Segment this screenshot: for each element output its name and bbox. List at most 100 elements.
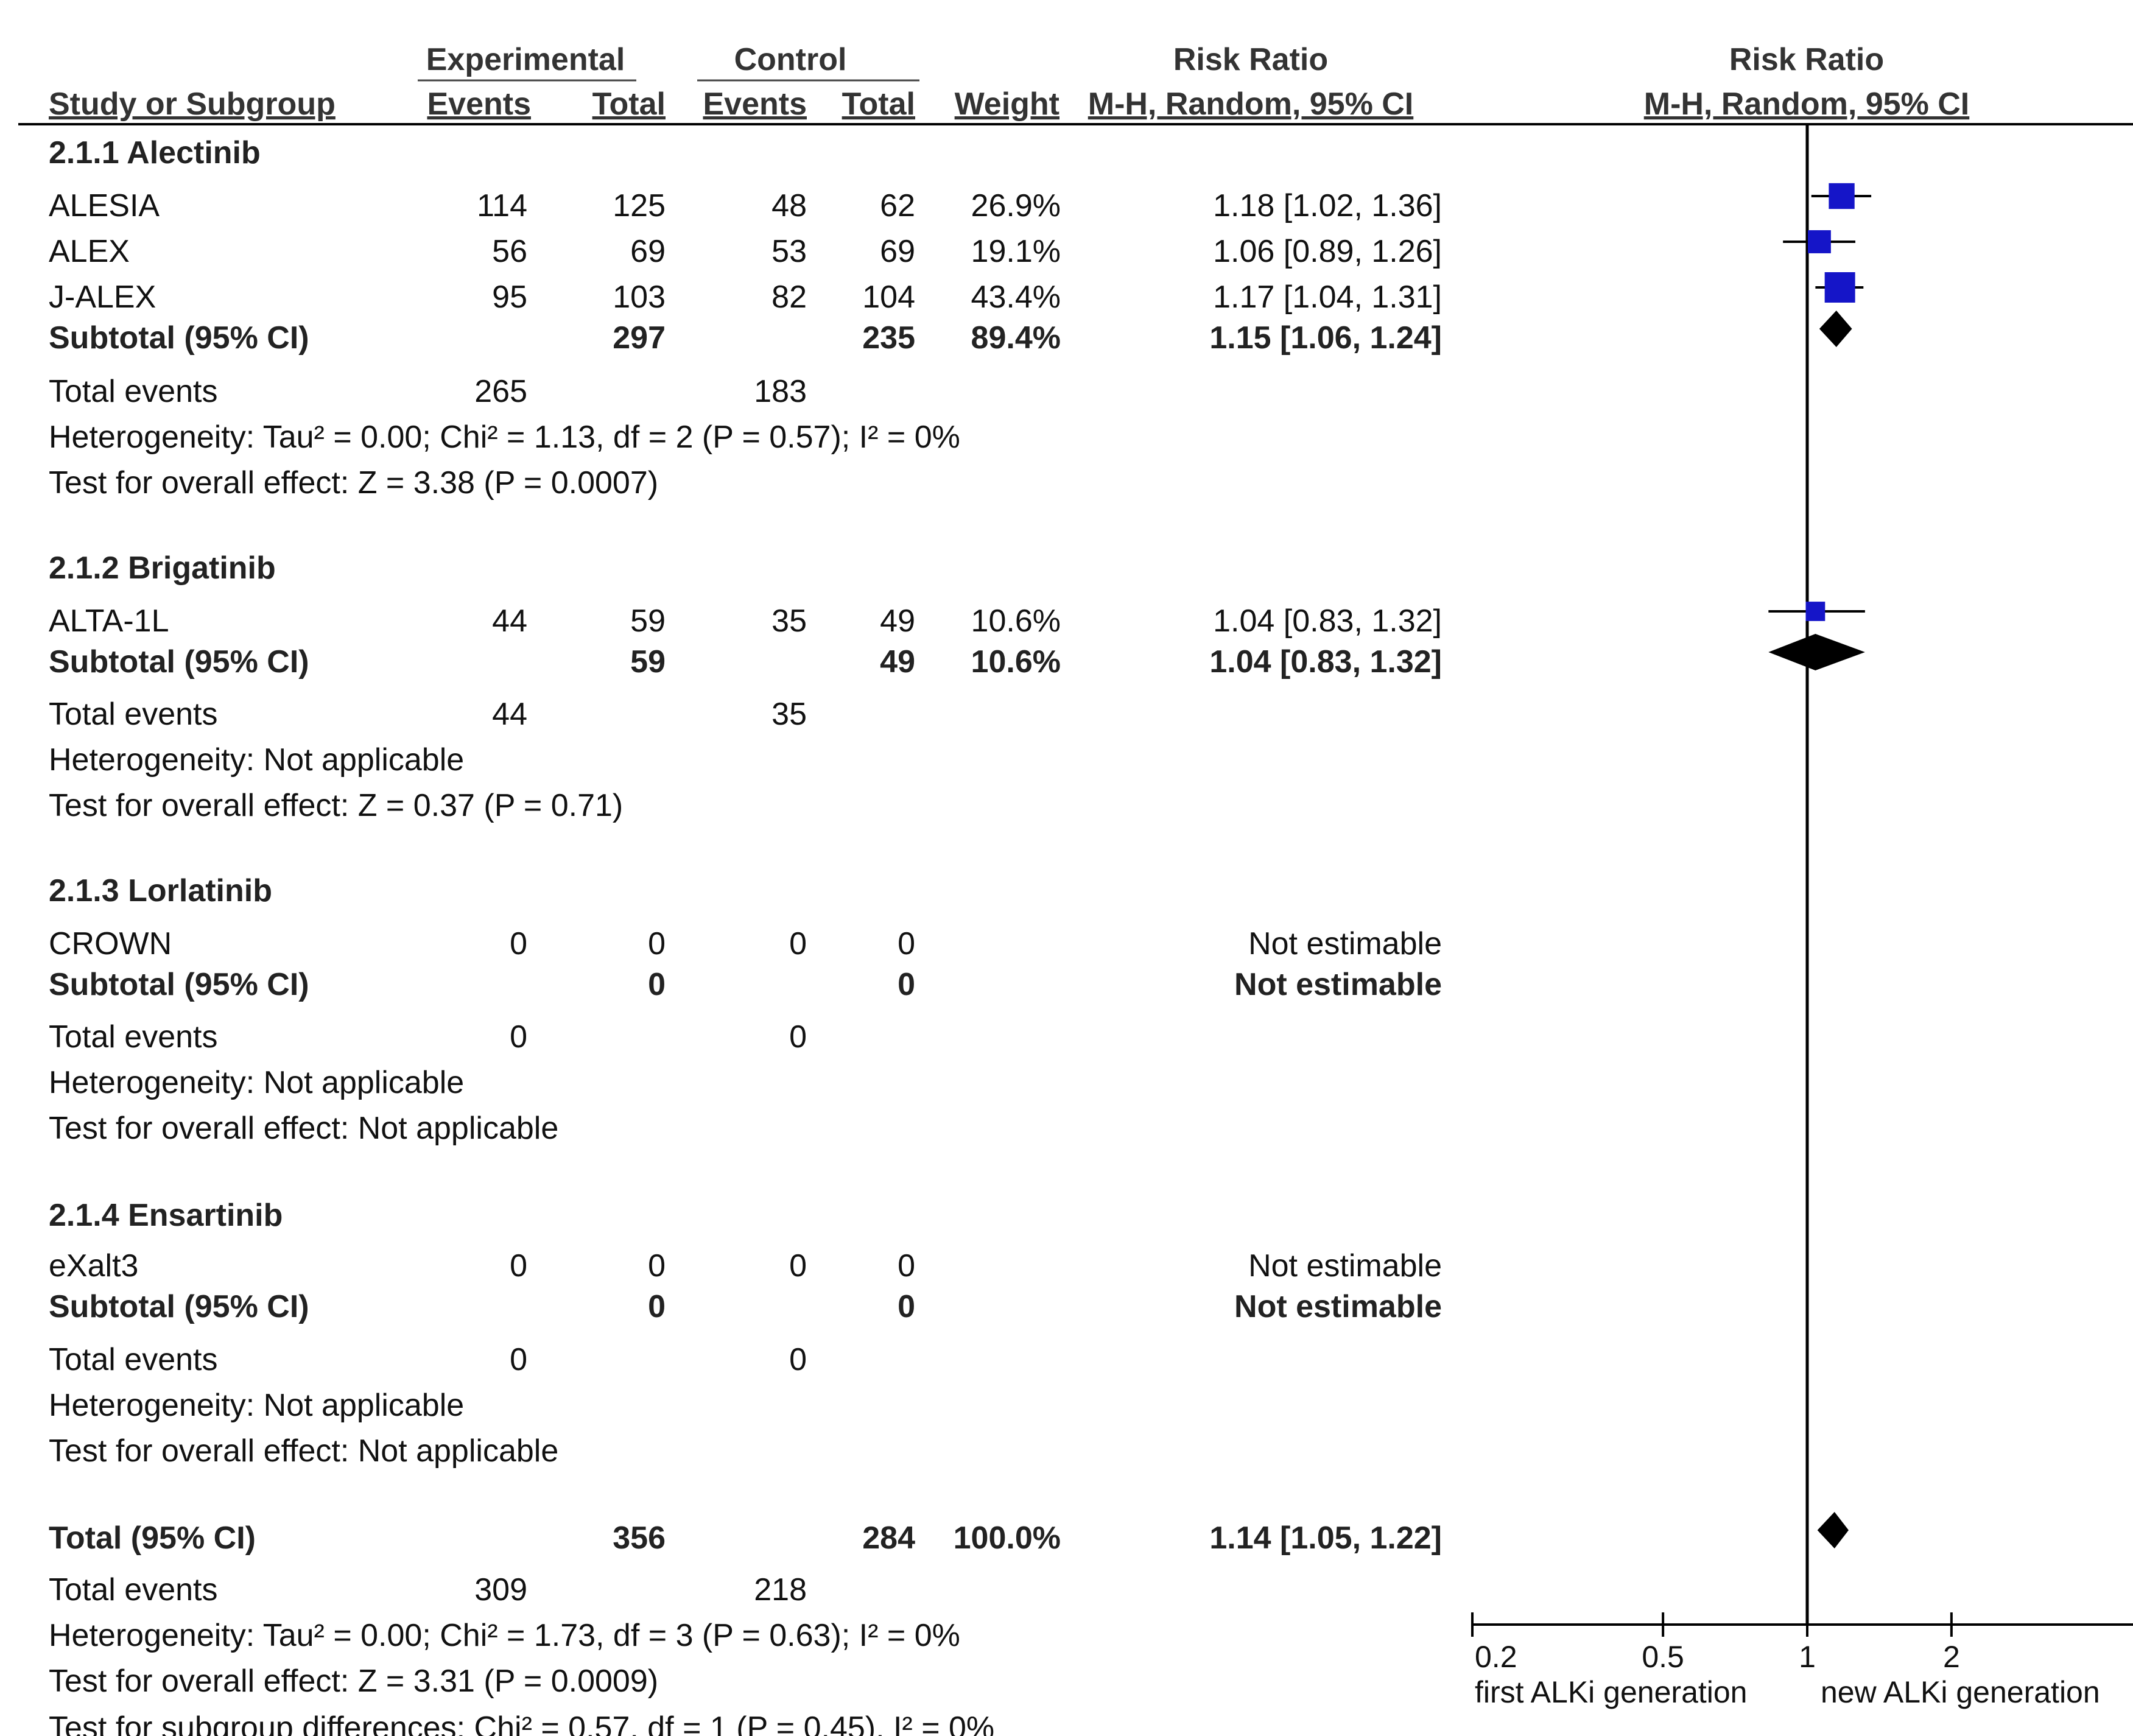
- subgroup-title: 2.1.1 Alectinib: [49, 135, 261, 170]
- risk-ratio-ci: Not estimable: [1248, 926, 1442, 961]
- exp-total-header: Total: [592, 86, 666, 122]
- exp-events: 114: [477, 188, 527, 223]
- study-marker: [1824, 272, 1855, 303]
- weight: 10.6%: [971, 603, 1061, 639]
- exp-events-header: Events: [427, 86, 531, 122]
- subgroup-differences-text: Test for subgroup differences: Chi² = 0.…: [49, 1710, 994, 1736]
- total-events-label: Total events: [49, 374, 218, 409]
- ctl-total: 0: [898, 967, 915, 1002]
- heterogeneity-text: Heterogeneity: Not applicable: [49, 742, 464, 778]
- exp-total: 103: [613, 279, 666, 315]
- risk-ratio-ci: 1.04 [0.83, 1.32]: [1213, 603, 1442, 639]
- weight: 19.1%: [971, 234, 1061, 269]
- subtotal-label: Subtotal (95% CI): [49, 320, 309, 356]
- subgroup-title: 2.1.4 Ensartinib: [49, 1198, 283, 1233]
- total-events-row: Total events 265 183: [49, 374, 807, 409]
- risk-ratio-ci: Not estimable: [1248, 1248, 1442, 1284]
- ctl-events-header: Events: [703, 86, 807, 122]
- ctl-events: 48: [771, 188, 807, 223]
- study-name: eXalt3: [49, 1248, 138, 1284]
- ctl-total: 49: [880, 603, 915, 639]
- exp-total: 0: [648, 1248, 666, 1284]
- ctl-events: 218: [754, 1572, 807, 1608]
- ctl-events: 35: [771, 603, 807, 639]
- risk-ratio-header: Risk Ratio: [1173, 42, 1328, 77]
- weight: 89.4%: [971, 320, 1061, 356]
- exp-total: 297: [613, 320, 666, 356]
- control-header: Control: [734, 42, 847, 77]
- exp-total: 69: [630, 234, 666, 269]
- exp-total: 125: [613, 188, 666, 223]
- risk-ratio-ci: Not estimable: [1234, 1289, 1442, 1324]
- axis-right-label: new ALKi generation: [1821, 1675, 2100, 1709]
- table-row: ALEX 56 69 53 69 19.1% 1.06 [0.89, 1.26]: [49, 234, 1442, 269]
- ctl-events: 53: [771, 234, 807, 269]
- total-events-row: Total events 44 35: [49, 697, 807, 732]
- table-row: ALTA-1L 44 59 35 49 10.6% 1.04 [0.83, 1.…: [49, 603, 1442, 639]
- ctl-total: 235: [862, 320, 915, 356]
- study-marker: [1829, 183, 1855, 209]
- exp-total: 59: [630, 644, 666, 680]
- weight: 43.4%: [971, 279, 1061, 315]
- ctl-total: 69: [880, 234, 915, 269]
- exp-total: 0: [648, 926, 666, 961]
- exp-events: 265: [474, 374, 527, 409]
- ctl-events: 0: [789, 1248, 807, 1284]
- study-name: CROWN: [49, 926, 172, 961]
- exp-events: 0: [510, 1342, 527, 1377]
- plot-risk-ratio-header: Risk Ratio: [1729, 42, 1884, 77]
- x-tick-label: 0.2: [1475, 1640, 1517, 1674]
- heterogeneity-text: Heterogeneity: Tau² = 0.00; Chi² = 1.73,…: [49, 1618, 960, 1653]
- weight: 10.6%: [971, 644, 1061, 680]
- summary-diamond: [1817, 1512, 1849, 1548]
- ctl-total: 0: [898, 1248, 915, 1284]
- overall-total-label: Total (95% CI): [49, 1520, 256, 1556]
- total-events-label: Total events: [49, 697, 218, 732]
- subgroup-title: 2.1.2 Brigatinib: [49, 550, 276, 586]
- ctl-total: 0: [898, 926, 915, 961]
- ctl-total: 49: [880, 644, 915, 680]
- exp-events: 56: [492, 234, 527, 269]
- exp-events: 95: [492, 279, 527, 315]
- method-header: M-H, Random, 95% CI: [1088, 86, 1414, 122]
- weight: 100.0%: [954, 1520, 1061, 1556]
- subtotal-label: Subtotal (95% CI): [49, 967, 309, 1002]
- risk-ratio-ci: 1.06 [0.89, 1.26]: [1213, 234, 1442, 269]
- subtotal-label: Subtotal (95% CI): [49, 1289, 309, 1324]
- ctl-events: 0: [789, 1019, 807, 1055]
- study-name: J-ALEX: [49, 279, 156, 315]
- table-row: J-ALEX 95 103 82 104 43.4% 1.17 [1.04, 1…: [49, 279, 1442, 315]
- overall-effect-text: Test for overall effect: Z = 3.31 (P = 0…: [49, 1664, 658, 1699]
- study-header: Study or Subgroup: [49, 86, 336, 122]
- overall-effect-text: Test for overall effect: Z = 0.37 (P = 0…: [49, 788, 623, 823]
- total-events-label: Total events: [49, 1572, 218, 1608]
- summary-diamond: [1819, 311, 1852, 347]
- subtotal-label: Subtotal (95% CI): [49, 644, 309, 680]
- x-tick-label: 1: [1799, 1640, 1816, 1674]
- ctl-events: 183: [754, 374, 807, 409]
- exp-events: 0: [510, 1248, 527, 1284]
- axis-left-label: first ALKi generation: [1475, 1675, 1748, 1709]
- risk-ratio-ci: 1.14 [1.05, 1.22]: [1209, 1520, 1442, 1556]
- overall-total-row: Total (95% CI) 356 284 100.0% 1.14 [1.05…: [49, 1520, 1442, 1556]
- exp-events: 309: [474, 1572, 527, 1608]
- exp-total: 0: [648, 1289, 666, 1324]
- risk-ratio-ci: 1.15 [1.06, 1.24]: [1209, 320, 1442, 356]
- ctl-total: 284: [862, 1520, 915, 1556]
- table-row: ALESIA 114 125 48 62 26.9% 1.18 [1.02, 1…: [49, 188, 1442, 223]
- ctl-events: 35: [771, 697, 807, 732]
- total-events-row: Total events 0 0: [49, 1019, 807, 1055]
- x-tick-label: 2: [1943, 1640, 1960, 1674]
- overall-effect-text: Test for overall effect: Not applicable: [49, 1111, 558, 1146]
- study-name: ALEX: [49, 234, 130, 269]
- heterogeneity-text: Heterogeneity: Not applicable: [49, 1388, 464, 1423]
- ctl-total: 104: [862, 279, 915, 315]
- plot-method-header: M-H, Random, 95% CI: [1644, 86, 1970, 122]
- study-marker: [1805, 602, 1826, 621]
- study-marker: [1807, 230, 1831, 253]
- overall-effect-text: Test for overall effect: Z = 3.38 (P = 0…: [49, 465, 658, 501]
- study-name: ALESIA: [49, 188, 160, 223]
- ctl-events: 82: [771, 279, 807, 315]
- risk-ratio-ci: 1.17 [1.04, 1.31]: [1213, 279, 1442, 315]
- exp-events: 44: [492, 697, 527, 732]
